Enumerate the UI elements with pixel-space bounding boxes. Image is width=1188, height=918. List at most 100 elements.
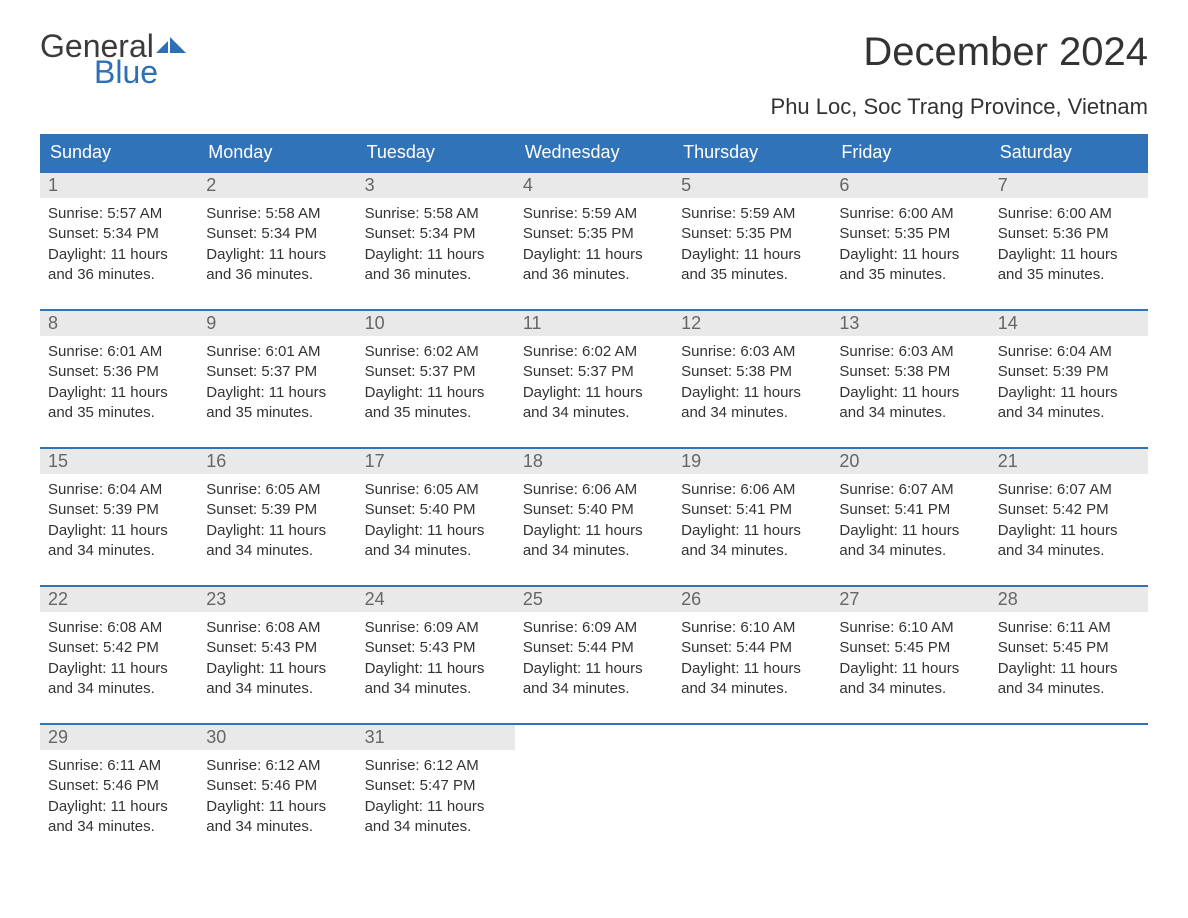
daylight-line: Daylight: 11 hours and 34 minutes. [206, 797, 348, 838]
day-cell: 18Sunrise: 6:06 AMSunset: 5:40 PMDayligh… [515, 449, 673, 571]
empty-day-cell [673, 725, 831, 847]
sunset-line: Sunset: 5:34 PM [365, 224, 507, 244]
sunset-line: Sunset: 5:36 PM [48, 362, 190, 382]
sunrise-line: Sunrise: 5:57 AM [48, 204, 190, 224]
sunset-line: Sunset: 5:40 PM [523, 500, 665, 520]
day-cell: 23Sunrise: 6:08 AMSunset: 5:43 PMDayligh… [198, 587, 356, 709]
sunset-line: Sunset: 5:47 PM [365, 776, 507, 796]
sunset-line: Sunset: 5:45 PM [839, 638, 981, 658]
day-cell: 14Sunrise: 6:04 AMSunset: 5:39 PMDayligh… [990, 311, 1148, 433]
day-content: Sunrise: 6:10 AMSunset: 5:45 PMDaylight:… [831, 612, 989, 709]
weekday-header-row: SundayMondayTuesdayWednesdayThursdayFrid… [40, 134, 1148, 171]
day-cell: 29Sunrise: 6:11 AMSunset: 5:46 PMDayligh… [40, 725, 198, 847]
daylight-line: Daylight: 11 hours and 35 minutes. [365, 383, 507, 424]
daylight-line: Daylight: 11 hours and 34 minutes. [681, 383, 823, 424]
day-cell: 9Sunrise: 6:01 AMSunset: 5:37 PMDaylight… [198, 311, 356, 433]
sunrise-line: Sunrise: 6:08 AM [206, 618, 348, 638]
sunset-line: Sunset: 5:35 PM [681, 224, 823, 244]
day-content: Sunrise: 6:02 AMSunset: 5:37 PMDaylight:… [357, 336, 515, 433]
daylight-line: Daylight: 11 hours and 35 minutes. [206, 383, 348, 424]
sunset-line: Sunset: 5:41 PM [681, 500, 823, 520]
sunrise-line: Sunrise: 6:07 AM [839, 480, 981, 500]
day-cell: 10Sunrise: 6:02 AMSunset: 5:37 PMDayligh… [357, 311, 515, 433]
daylight-line: Daylight: 11 hours and 34 minutes. [839, 383, 981, 424]
sunrise-line: Sunrise: 6:12 AM [206, 756, 348, 776]
daylight-line: Daylight: 11 hours and 34 minutes. [206, 659, 348, 700]
day-content: Sunrise: 6:05 AMSunset: 5:39 PMDaylight:… [198, 474, 356, 571]
day-number: 8 [40, 311, 198, 336]
page-title: December 2024 [863, 30, 1148, 75]
day-cell: 28Sunrise: 6:11 AMSunset: 5:45 PMDayligh… [990, 587, 1148, 709]
day-number: 30 [198, 725, 356, 750]
day-content: Sunrise: 6:12 AMSunset: 5:46 PMDaylight:… [198, 750, 356, 847]
sunset-line: Sunset: 5:36 PM [998, 224, 1140, 244]
sunrise-line: Sunrise: 6:04 AM [48, 480, 190, 500]
daylight-line: Daylight: 11 hours and 34 minutes. [681, 521, 823, 562]
sunset-line: Sunset: 5:43 PM [365, 638, 507, 658]
day-number: 1 [40, 173, 198, 198]
sunrise-line: Sunrise: 5:59 AM [681, 204, 823, 224]
sunset-line: Sunset: 5:38 PM [839, 362, 981, 382]
sunrise-line: Sunrise: 6:06 AM [523, 480, 665, 500]
weekday-sunday: Sunday [40, 134, 198, 171]
daylight-line: Daylight: 11 hours and 35 minutes. [998, 245, 1140, 286]
day-cell: 31Sunrise: 6:12 AMSunset: 5:47 PMDayligh… [357, 725, 515, 847]
sunset-line: Sunset: 5:43 PM [206, 638, 348, 658]
day-cell: 24Sunrise: 6:09 AMSunset: 5:43 PMDayligh… [357, 587, 515, 709]
day-content: Sunrise: 6:08 AMSunset: 5:43 PMDaylight:… [198, 612, 356, 709]
daylight-line: Daylight: 11 hours and 34 minutes. [998, 383, 1140, 424]
day-content: Sunrise: 6:12 AMSunset: 5:47 PMDaylight:… [357, 750, 515, 847]
sunset-line: Sunset: 5:34 PM [48, 224, 190, 244]
day-content: Sunrise: 6:05 AMSunset: 5:40 PMDaylight:… [357, 474, 515, 571]
day-content: Sunrise: 6:04 AMSunset: 5:39 PMDaylight:… [990, 336, 1148, 433]
day-cell: 2Sunrise: 5:58 AMSunset: 5:34 PMDaylight… [198, 173, 356, 295]
day-cell: 1 Sunrise: 5:57 AMSunset: 5:34 PMDaylight… [40, 173, 198, 295]
day-cell: 13Sunrise: 6:03 AMSunset: 5:38 PMDayligh… [831, 311, 989, 433]
daylight-line: Daylight: 11 hours and 35 minutes. [48, 383, 190, 424]
day-cell: 30Sunrise: 6:12 AMSunset: 5:46 PMDayligh… [198, 725, 356, 847]
day-content: Sunrise: 5:58 AMSunset: 5:34 PMDaylight:… [198, 198, 356, 295]
day-content: Sunrise: 5:59 AMSunset: 5:35 PMDaylight:… [515, 198, 673, 295]
day-content: Sunrise: 6:11 AMSunset: 5:46 PMDaylight:… [40, 750, 198, 847]
daylight-line: Daylight: 11 hours and 34 minutes. [523, 521, 665, 562]
day-number: 2 [198, 173, 356, 198]
sunset-line: Sunset: 5:45 PM [998, 638, 1140, 658]
sunset-line: Sunset: 5:37 PM [365, 362, 507, 382]
day-number: 23 [198, 587, 356, 612]
day-cell: 7Sunrise: 6:00 AMSunset: 5:36 PMDaylight… [990, 173, 1148, 295]
sunrise-line: Sunrise: 6:00 AM [839, 204, 981, 224]
day-content: Sunrise: 6:02 AMSunset: 5:37 PMDaylight:… [515, 336, 673, 433]
day-content: Sunrise: 5:58 AMSunset: 5:34 PMDaylight:… [357, 198, 515, 295]
sunrise-line: Sunrise: 6:02 AM [523, 342, 665, 362]
logo: General Blue [40, 30, 186, 88]
day-number: 22 [40, 587, 198, 612]
day-cell: 4Sunrise: 5:59 AMSunset: 5:35 PMDaylight… [515, 173, 673, 295]
sunset-line: Sunset: 5:34 PM [206, 224, 348, 244]
day-cell: 17Sunrise: 6:05 AMSunset: 5:40 PMDayligh… [357, 449, 515, 571]
day-content: Sunrise: 6:07 AMSunset: 5:42 PMDaylight:… [990, 474, 1148, 571]
daylight-line: Daylight: 11 hours and 36 minutes. [365, 245, 507, 286]
weekday-wednesday: Wednesday [515, 134, 673, 171]
sunset-line: Sunset: 5:37 PM [206, 362, 348, 382]
sunrise-line: Sunrise: 5:58 AM [365, 204, 507, 224]
daylight-line: Daylight: 11 hours and 34 minutes. [48, 797, 190, 838]
week-row: 1Sunrise: 5:57 AMSunset: 5:34 PMDaylight… [40, 171, 1148, 295]
day-content: Sunrise: 6:06 AMSunset: 5:41 PMDaylight:… [673, 474, 831, 571]
day-cell: 5Sunrise: 5:59 AMSunset: 5:35 PMDaylight… [673, 173, 831, 295]
daylight-line: Daylight: 11 hours and 34 minutes. [206, 521, 348, 562]
weeks-container: 1Sunrise: 5:57 AMSunset: 5:34 PMDaylight… [40, 171, 1148, 847]
sunrise-line: Sunrise: 6:08 AM [48, 618, 190, 638]
daylight-line: Daylight: 11 hours and 36 minutes. [48, 245, 190, 286]
day-cell: 15Sunrise: 6:04 AMSunset: 5:39 PMDayligh… [40, 449, 198, 571]
day-content: Sunrise: 6:03 AMSunset: 5:38 PMDaylight:… [831, 336, 989, 433]
sunset-line: Sunset: 5:39 PM [206, 500, 348, 520]
sunrise-line: Sunrise: 6:11 AM [48, 756, 190, 776]
location-text: Phu Loc, Soc Trang Province, Vietnam [40, 94, 1148, 120]
day-cell: 20Sunrise: 6:07 AMSunset: 5:41 PMDayligh… [831, 449, 989, 571]
sunrise-line: Sunrise: 6:05 AM [206, 480, 348, 500]
weekday-tuesday: Tuesday [357, 134, 515, 171]
daylight-line: Daylight: 11 hours and 34 minutes. [523, 659, 665, 700]
week-row: 8Sunrise: 6:01 AMSunset: 5:36 PMDaylight… [40, 309, 1148, 433]
sunrise-line: Sunrise: 5:59 AM [523, 204, 665, 224]
day-number: 5 [673, 173, 831, 198]
